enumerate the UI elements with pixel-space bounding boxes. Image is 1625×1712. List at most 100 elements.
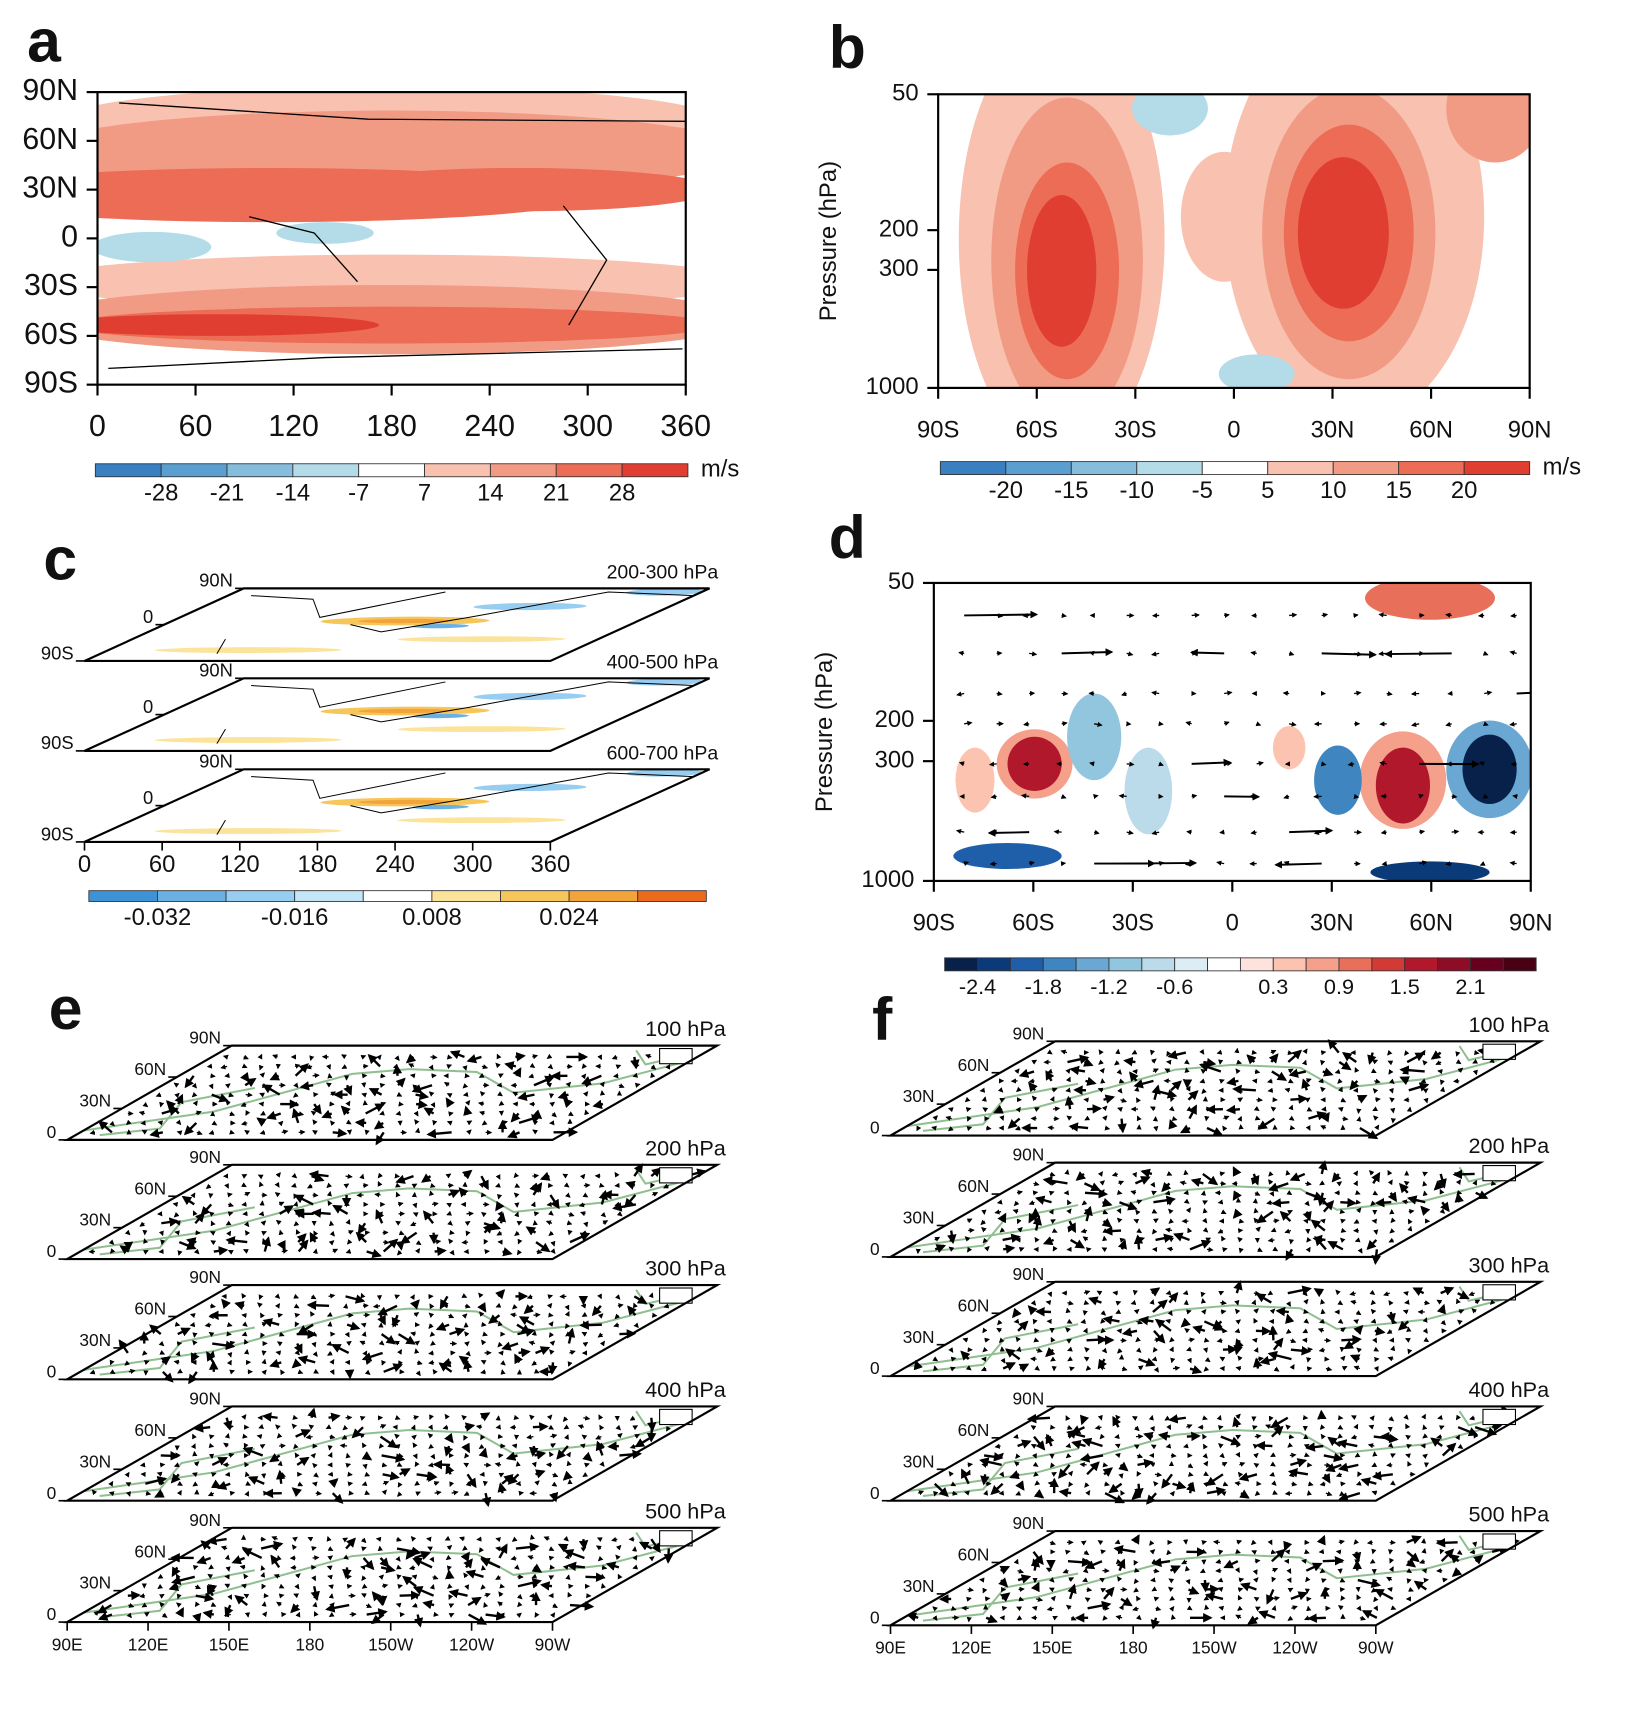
vector-arrow — [1472, 1069, 1478, 1076]
vector-arrow — [224, 1554, 230, 1561]
vector-arrow — [261, 1230, 267, 1236]
vector-arrow — [531, 1461, 537, 1468]
vector-arrow — [987, 828, 1030, 837]
vector-arrow — [1354, 690, 1362, 696]
vector-arrow — [1237, 1115, 1242, 1122]
vector-arrow — [360, 1322, 367, 1328]
vector-arrow — [1445, 861, 1452, 867]
vector-arrow — [515, 1461, 521, 1467]
vector-arrow — [415, 1240, 422, 1246]
vector-arrow — [1165, 1290, 1172, 1296]
vector-arrow — [1288, 650, 1295, 656]
vector-arrow — [412, 1212, 419, 1218]
vector-arrow — [1060, 793, 1067, 799]
vector-arrow — [958, 650, 965, 656]
contour-fill — [154, 828, 342, 834]
x-tick-label: 90W — [535, 1634, 571, 1654]
x-tick-label: 360 — [660, 410, 711, 443]
vector-arrow — [1206, 1246, 1214, 1253]
vector-arrow — [967, 1462, 974, 1468]
y-tick-label: 200 — [875, 706, 915, 733]
vector-arrow — [501, 1120, 509, 1126]
vector-arrow — [1318, 1078, 1324, 1084]
vector-arrow — [547, 1294, 554, 1300]
vector-arrow — [565, 1327, 576, 1344]
vector-arrow — [1324, 1462, 1332, 1468]
coastline — [203, 773, 445, 798]
vector-arrow — [1016, 1086, 1022, 1093]
vector-arrow — [504, 1061, 517, 1071]
vector-arrow — [1170, 1452, 1177, 1459]
vector-arrow — [1168, 1578, 1175, 1584]
colorbar-box — [1398, 461, 1465, 476]
vector-arrow — [1117, 1549, 1124, 1555]
y-tick-label: 90N — [1013, 1023, 1045, 1043]
vector-arrow — [1061, 648, 1114, 657]
vector-arrow — [294, 1321, 300, 1328]
vector-arrow — [415, 1099, 428, 1110]
vector-arrow — [256, 1117, 267, 1127]
vector-arrow — [409, 1073, 416, 1079]
vector-arrow — [414, 1119, 420, 1125]
vector-arrow — [625, 1180, 636, 1190]
vector-arrow — [539, 1171, 551, 1181]
vector-arrow — [292, 1414, 299, 1420]
vector-arrow — [599, 1424, 605, 1431]
vector-arrow — [395, 1174, 414, 1184]
vector-arrow — [139, 1221, 146, 1227]
contour-fill — [1180, 151, 1268, 282]
vector-arrow — [1290, 1094, 1308, 1104]
vector-arrow — [1084, 1597, 1091, 1603]
vector-arrow — [650, 1167, 662, 1178]
vector-arrow — [1126, 651, 1134, 657]
vector-arrow — [449, 1249, 455, 1256]
vector-arrow — [297, 1369, 304, 1375]
vector-arrow — [531, 1573, 538, 1579]
vector-arrow — [495, 1174, 501, 1180]
vector-arrow — [297, 1111, 305, 1117]
vector-arrow — [1065, 1549, 1071, 1555]
vector-arrow — [1001, 1605, 1008, 1611]
vector-arrow — [1319, 1218, 1326, 1224]
vector-arrow — [280, 1369, 286, 1376]
vector-arrow — [566, 1460, 572, 1467]
vector-arrow — [1184, 1067, 1190, 1073]
vector-arrow — [306, 1183, 313, 1189]
vector-arrow — [157, 1120, 164, 1126]
vector-arrow — [461, 1239, 469, 1245]
vector-arrow — [1372, 1578, 1378, 1585]
y-tick-label: 30N — [903, 1327, 935, 1347]
vector-arrow — [1254, 1433, 1262, 1439]
vector-arrow — [1052, 1245, 1058, 1252]
vector-arrow — [193, 1423, 211, 1433]
vector-arrow — [327, 1200, 333, 1207]
y-tick-label: 90S — [41, 642, 74, 663]
vector-arrow — [1153, 1568, 1160, 1574]
vector-arrow — [1273, 1218, 1280, 1224]
vector-arrow — [294, 1063, 309, 1077]
coastline — [84, 1179, 693, 1250]
vector-arrow — [1303, 1218, 1309, 1224]
y-tick-label: 90N — [189, 1028, 221, 1048]
vector-arrow — [1116, 1208, 1122, 1214]
vector-arrow — [378, 1340, 385, 1346]
vector-arrow — [564, 1192, 571, 1198]
vector-arrow — [225, 1220, 232, 1226]
vector-arrow — [1354, 651, 1363, 657]
x-tick-label: 60N — [1409, 910, 1453, 937]
x-tick-label: 90S — [917, 417, 959, 444]
vector-arrow — [480, 1555, 487, 1562]
vector-arrow — [601, 1564, 608, 1570]
vector-arrow — [124, 1471, 130, 1478]
vector-arrow — [1403, 1291, 1409, 1297]
vector-arrow — [1104, 1125, 1111, 1131]
vector-arrow — [1256, 760, 1264, 767]
vector-arrow — [241, 1182, 247, 1188]
vector-arrow — [1255, 1440, 1273, 1451]
vector-arrow — [579, 1320, 602, 1330]
colorbar-box — [1042, 957, 1077, 972]
vector-arrow — [1136, 1115, 1142, 1122]
vector-arrow — [630, 1056, 640, 1070]
vector-arrow — [1472, 1541, 1478, 1548]
